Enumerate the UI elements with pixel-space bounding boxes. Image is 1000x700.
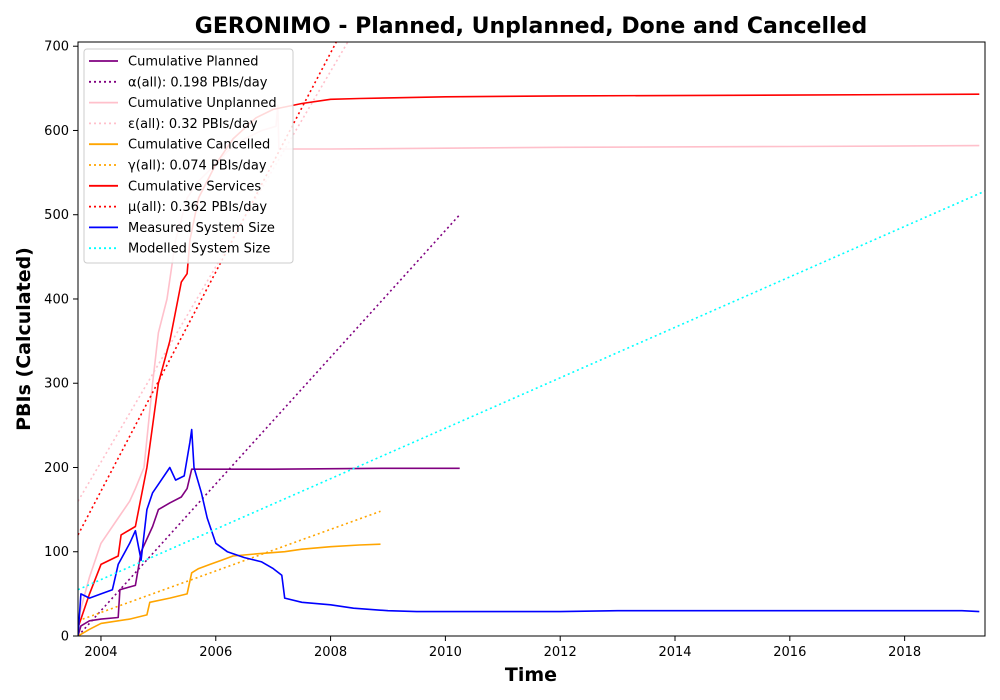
legend-label: Cumulative Services	[128, 179, 261, 194]
series-line-9	[78, 190, 985, 591]
y-tick-label: 300	[44, 377, 69, 392]
y-tick-label: 100	[44, 545, 69, 560]
y-tick-label: 400	[44, 292, 69, 307]
legend-box	[83, 48, 294, 264]
x-tick-label: 2012	[544, 645, 577, 660]
legend-label: ε(all): 0.32 PBIs/day	[128, 117, 258, 132]
x-tick-label: 2008	[314, 645, 347, 660]
y-axis: 0 100 200 300 400 500 600 700	[44, 40, 78, 645]
legend-label: Modelled System Size	[128, 242, 270, 257]
legend-label: Cumulative Planned	[128, 55, 258, 70]
y-tick-label: 0	[61, 630, 69, 645]
x-axis: 2004 2006 2008 2010 2012 2014 2016 2018	[84, 636, 921, 660]
x-tick-label: 2016	[773, 645, 806, 660]
legend-label: α(all): 0.198 PBIs/day	[128, 75, 268, 90]
y-tick-label: 200	[44, 461, 69, 476]
series-line-3	[78, 42, 349, 502]
y-tick-label: 700	[44, 40, 69, 55]
x-tick-label: 2014	[658, 645, 691, 660]
legend-label: μ(all): 0.362 PBIs/day	[128, 200, 267, 215]
series-line-0	[78, 467, 460, 636]
legend-label: γ(all): 0.074 PBIs/day	[128, 159, 267, 174]
x-tick-label: 2004	[84, 645, 117, 660]
series-line-5	[78, 510, 381, 622]
x-tick-label: 2006	[199, 645, 232, 660]
x-tick-label: 2010	[429, 645, 462, 660]
y-tick-label: 600	[44, 124, 69, 139]
legend-label: Measured System Size	[128, 221, 275, 236]
x-axis-label: Time	[505, 664, 557, 686]
y-axis-label: PBIs (Calculated)	[13, 247, 35, 431]
series-line-4	[78, 543, 381, 636]
x-tick-label: 2018	[888, 645, 921, 660]
series-line-1	[78, 214, 461, 636]
legend-label: Cumulative Cancelled	[128, 138, 270, 153]
chart-title: GERONIMO - Planned, Unplanned, Done and …	[195, 14, 867, 39]
plot-frame	[77, 41, 986, 637]
series-line-8	[78, 428, 980, 636]
legend: Cumulative Planned α(all): 0.198 PBIs/day…	[83, 48, 294, 264]
legend-label: Cumulative Unplanned	[128, 96, 277, 111]
y-tick-label: 500	[44, 208, 69, 223]
